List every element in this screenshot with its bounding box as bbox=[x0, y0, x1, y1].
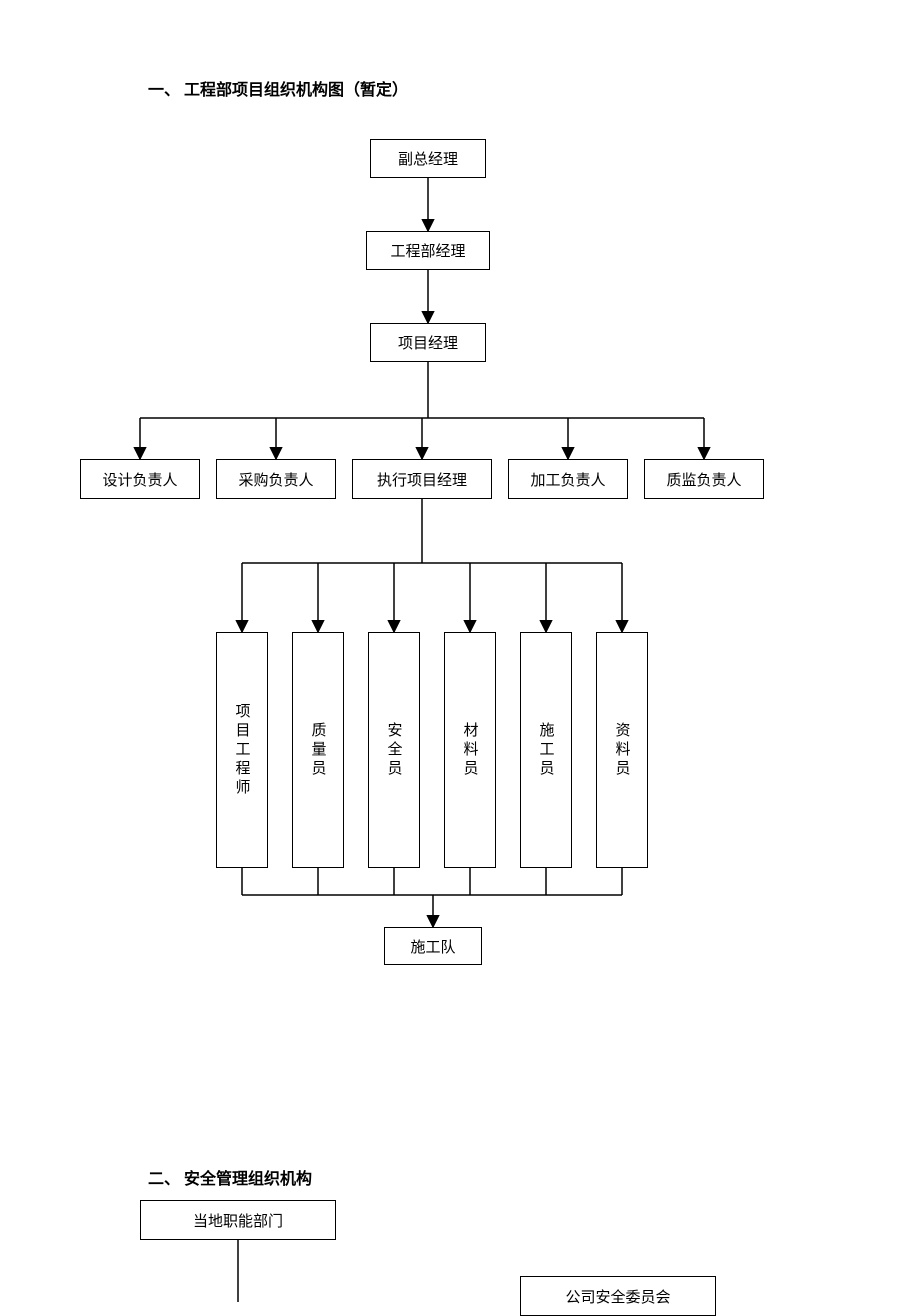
node-construct-team: 施工队 bbox=[384, 927, 482, 965]
node-label: 设计负责人 bbox=[102, 469, 177, 490]
node-process-lead: 加工负责人 bbox=[508, 459, 628, 499]
node-quality-staff: 质量员 bbox=[292, 632, 344, 868]
node-label: 项目经理 bbox=[398, 332, 458, 353]
node-label: 工程部经理 bbox=[390, 240, 465, 261]
node-label: 副总经理 bbox=[398, 148, 458, 169]
node-label: 资料员 bbox=[612, 722, 633, 779]
node-material-staff: 材料员 bbox=[444, 632, 496, 868]
node-proj-engineer: 项目工程师 bbox=[216, 632, 268, 868]
node-label: 项目工程师 bbox=[232, 703, 253, 798]
page: 一、 工程部项目组织机构图（暂定） 二、 安全管理组织机构 副总经理 工程部经理… bbox=[0, 0, 920, 1302]
node-label: 质量员 bbox=[308, 722, 329, 779]
node-procure-lead: 采购负责人 bbox=[216, 459, 336, 499]
node-label: 采购负责人 bbox=[238, 469, 313, 490]
node-label: 安全员 bbox=[384, 722, 405, 779]
node-design-lead: 设计负责人 bbox=[80, 459, 200, 499]
node-label: 施工队 bbox=[410, 936, 455, 957]
node-safety-committee: 公司安全委员会 bbox=[520, 1276, 716, 1316]
node-label: 材料员 bbox=[460, 722, 481, 779]
section-1-heading: 一、 工程部项目组织机构图（暂定） bbox=[148, 76, 408, 100]
node-label: 加工负责人 bbox=[530, 469, 605, 490]
section-2-heading: 二、 安全管理组织机构 bbox=[148, 1165, 312, 1189]
node-doc-staff: 资料员 bbox=[596, 632, 648, 868]
node-local-dept: 当地职能部门 bbox=[140, 1200, 336, 1240]
node-safety-staff: 安全员 bbox=[368, 632, 420, 868]
node-label: 公司安全委员会 bbox=[565, 1286, 670, 1307]
node-label: 当地职能部门 bbox=[193, 1210, 283, 1231]
node-deputy-gm: 副总经理 bbox=[370, 139, 486, 178]
node-project-mgr: 项目经理 bbox=[370, 323, 486, 362]
node-label: 施工员 bbox=[536, 722, 557, 779]
node-exec-pm: 执行项目经理 bbox=[352, 459, 492, 499]
node-label: 执行项目经理 bbox=[377, 469, 467, 490]
node-construct-staff: 施工员 bbox=[520, 632, 572, 868]
node-label: 质监负责人 bbox=[666, 469, 741, 490]
node-eng-dept-mgr: 工程部经理 bbox=[366, 231, 490, 270]
node-qc-lead: 质监负责人 bbox=[644, 459, 764, 499]
